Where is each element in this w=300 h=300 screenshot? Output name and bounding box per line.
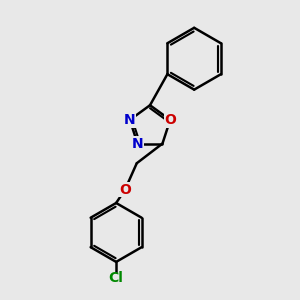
- Text: N: N: [132, 136, 143, 151]
- Text: O: O: [119, 183, 131, 197]
- Text: O: O: [164, 113, 176, 127]
- Text: N: N: [124, 113, 136, 127]
- Text: Cl: Cl: [109, 271, 124, 285]
